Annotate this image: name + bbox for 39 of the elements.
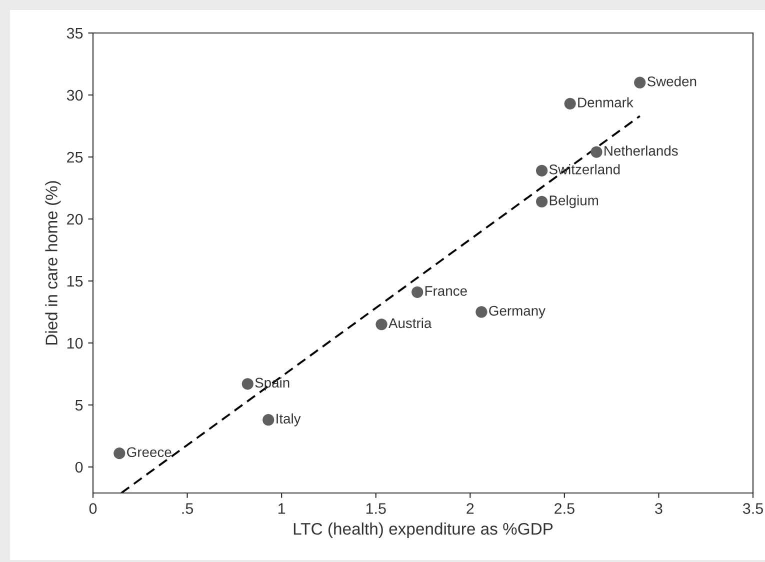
point (590, 146, 602, 158)
point (536, 196, 548, 208)
point (262, 414, 274, 426)
y-tick-label: 0 (75, 462, 83, 473)
point (412, 286, 424, 298)
y-tick-label: 25 (67, 152, 83, 163)
data-label: Greece (127, 447, 172, 458)
y-tick-label: 30 (66, 90, 83, 101)
point (476, 306, 488, 318)
y-tick-label: 5 (75, 400, 83, 411)
x-tick-label: .5 (182, 503, 194, 514)
x-tick-label: 2 (466, 503, 474, 514)
x-tick-label: 1.5 (366, 503, 386, 514)
y-tick-label: 20 (67, 214, 83, 225)
data-label: Sweden (647, 76, 696, 86)
point (536, 164, 548, 176)
data-label: Belgium (550, 195, 598, 208)
data-label: Germany (489, 306, 546, 318)
y-tick-label: 10 (67, 338, 83, 349)
data-label: Denmark (578, 97, 634, 108)
point (634, 76, 646, 88)
y-tick-label: 35 (66, 28, 83, 39)
x-tick-label: 1 (278, 503, 286, 514)
data-label: Netherlands (604, 146, 678, 156)
data-label: Italy (276, 413, 301, 426)
x-tick-label: 0 (89, 503, 97, 514)
point (242, 378, 254, 390)
point (376, 318, 388, 330)
data-label: Spain (255, 377, 290, 390)
data-label: Austria (388, 318, 432, 328)
x-axis-title: LTC (health) expenditure as %GDP (294, 522, 553, 538)
point (564, 98, 576, 110)
y-axis-title: Died in care home (%) (45, 181, 61, 345)
point (114, 448, 126, 460)
x-tick-label: 3.5 (742, 503, 763, 514)
y-tick-label: 15 (67, 276, 83, 287)
x-tick-label: 2.5 (554, 503, 574, 514)
x-tick-label: 3 (655, 503, 662, 514)
data-label: France (425, 286, 467, 296)
